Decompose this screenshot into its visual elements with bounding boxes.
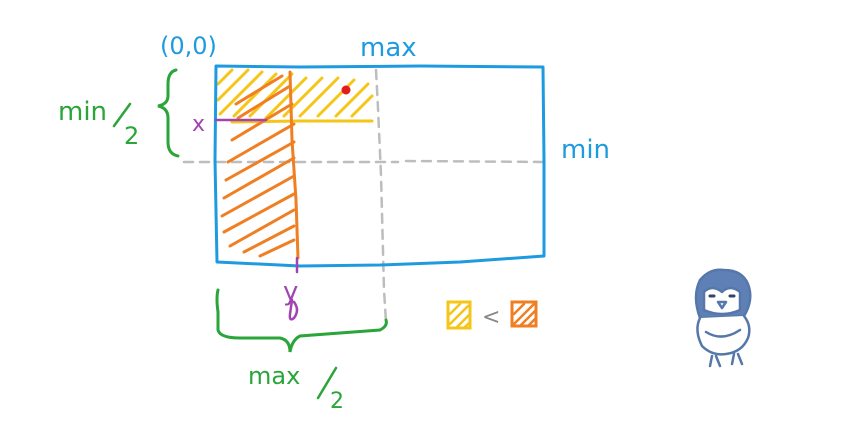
x-label: x: [192, 112, 205, 137]
main-rectangle: [213, 64, 546, 268]
min-half-denominator: 2: [124, 122, 139, 150]
yellow-hatched-square-icon: [446, 300, 472, 330]
less-than-symbol: <: [482, 305, 500, 330]
origin-label: (0,0): [160, 32, 217, 60]
max-label: max: [360, 33, 417, 63]
max-half-denominator: 2: [330, 389, 344, 414]
y-label: y: [283, 277, 298, 307]
min-half-numerator: min: [58, 97, 107, 127]
yellow-region: [216, 68, 374, 124]
min-half-brace: [157, 68, 180, 158]
orange-region: [220, 70, 300, 260]
max-half-numerator: max: [248, 362, 300, 390]
min-label: min: [561, 135, 610, 165]
vertical-mid-guide: [374, 68, 388, 324]
red-dot-icon: [341, 85, 351, 95]
min-half-slash: [112, 102, 132, 128]
x-y-markers: [214, 118, 299, 274]
grey-guide-lines: [182, 68, 550, 324]
max-half-brace: [215, 288, 388, 353]
yellow-boundary-line: [230, 119, 374, 124]
horizontal-mid-guide-right: [404, 159, 550, 164]
owl-doodle-icon: [694, 268, 752, 368]
y-label-tail: [288, 298, 299, 321]
orange-hatched-square-icon: [510, 300, 538, 328]
orange-boundary-line: [288, 70, 300, 260]
max-half-slash: [316, 366, 338, 400]
